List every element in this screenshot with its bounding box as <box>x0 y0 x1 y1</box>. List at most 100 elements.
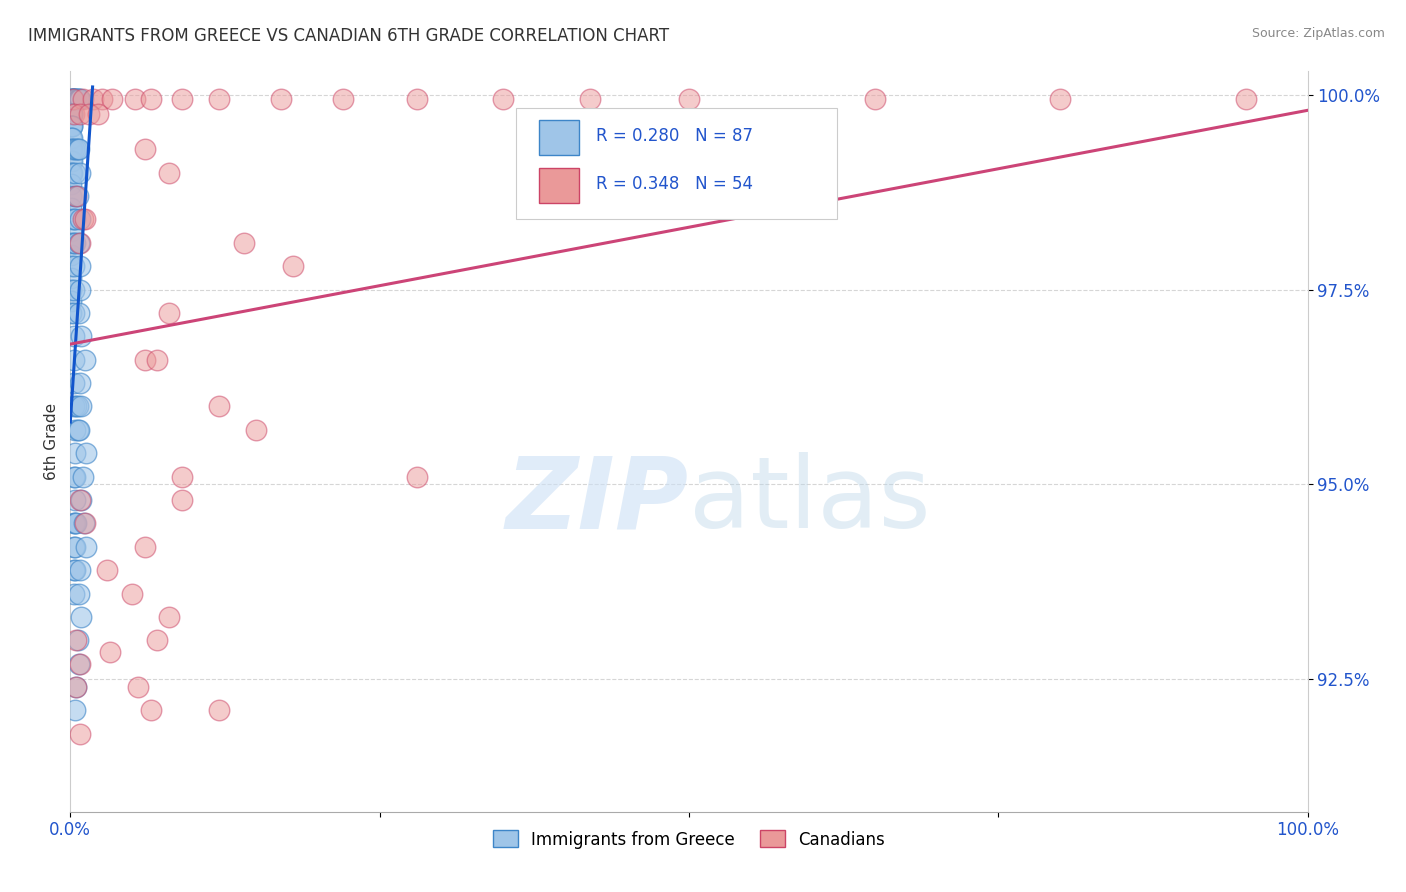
Text: Source: ZipAtlas.com: Source: ZipAtlas.com <box>1251 27 1385 40</box>
Point <box>65 92 87 106</box>
Point <box>63 400 86 414</box>
Point <box>59 107 82 121</box>
Point <box>73 516 96 531</box>
Point <box>134 352 156 367</box>
Point <box>59 119 82 133</box>
Point <box>60 119 83 133</box>
Point <box>65 142 87 156</box>
Point <box>69 376 91 390</box>
Point <box>65 469 87 483</box>
Point <box>139 92 162 106</box>
Point <box>232 235 254 250</box>
Point <box>157 610 180 624</box>
Point <box>65 212 87 227</box>
Point <box>72 212 94 227</box>
Point <box>124 92 146 106</box>
Point <box>157 166 180 180</box>
Point <box>75 446 97 460</box>
Point <box>208 400 231 414</box>
Point <box>63 352 86 367</box>
Point <box>59 189 82 203</box>
Point <box>69 283 91 297</box>
Point <box>59 92 82 106</box>
Point <box>72 92 94 106</box>
Point <box>63 212 86 227</box>
FancyBboxPatch shape <box>540 169 579 203</box>
Point <box>170 92 193 106</box>
Point <box>65 540 87 554</box>
Point <box>60 130 83 145</box>
Point <box>59 130 82 145</box>
Point <box>63 107 86 121</box>
Point <box>65 446 87 460</box>
Point <box>65 680 87 694</box>
Point <box>59 178 82 192</box>
Point <box>60 153 83 168</box>
Point <box>270 92 292 106</box>
Point <box>66 400 89 414</box>
Point <box>65 633 87 648</box>
Point <box>63 586 86 600</box>
Text: ZIP: ZIP <box>506 452 689 549</box>
Point <box>678 92 700 106</box>
Point <box>405 92 427 106</box>
Point <box>63 306 86 320</box>
Point <box>579 92 602 106</box>
Point <box>75 540 97 554</box>
Point <box>67 92 90 106</box>
Point <box>157 306 180 320</box>
Point <box>127 680 149 694</box>
Point <box>67 657 90 671</box>
Point <box>59 259 82 273</box>
Point <box>63 259 86 273</box>
Point <box>69 493 91 508</box>
Point <box>60 92 83 106</box>
Point <box>62 92 84 106</box>
Point <box>69 563 91 577</box>
Point <box>67 142 90 156</box>
Point <box>59 212 82 227</box>
Point <box>62 92 84 106</box>
Point <box>139 703 162 717</box>
Point <box>65 516 87 531</box>
Point <box>86 107 108 121</box>
Point <box>60 119 83 133</box>
Point <box>60 166 83 180</box>
Point <box>208 92 231 106</box>
Point <box>67 423 90 437</box>
Point <box>332 92 354 106</box>
Point <box>65 92 87 106</box>
Point <box>134 142 156 156</box>
Point <box>66 423 89 437</box>
Point <box>59 306 82 320</box>
Point <box>66 189 89 203</box>
Point <box>1049 92 1071 106</box>
Point <box>65 235 87 250</box>
Point <box>98 645 121 659</box>
Point <box>67 306 90 320</box>
Point <box>492 92 515 106</box>
Point <box>66 142 89 156</box>
Point <box>65 516 87 531</box>
Point <box>208 703 231 717</box>
Point <box>63 235 86 250</box>
Point <box>69 107 91 121</box>
Point <box>60 107 83 121</box>
Point <box>72 469 94 483</box>
Point <box>63 540 86 554</box>
Point <box>69 259 91 273</box>
Point <box>63 563 86 577</box>
Point <box>60 142 83 156</box>
Point <box>101 92 124 106</box>
Point <box>170 493 193 508</box>
Point <box>70 493 93 508</box>
Text: IMMIGRANTS FROM GREECE VS CANADIAN 6TH GRADE CORRELATION CHART: IMMIGRANTS FROM GREECE VS CANADIAN 6TH G… <box>28 27 669 45</box>
Point <box>65 189 87 203</box>
Point <box>59 153 82 168</box>
Point <box>69 235 91 250</box>
Point <box>59 294 82 309</box>
Point <box>67 235 90 250</box>
Point <box>75 212 97 227</box>
Y-axis label: 6th Grade: 6th Grade <box>44 403 59 480</box>
Point <box>65 400 87 414</box>
